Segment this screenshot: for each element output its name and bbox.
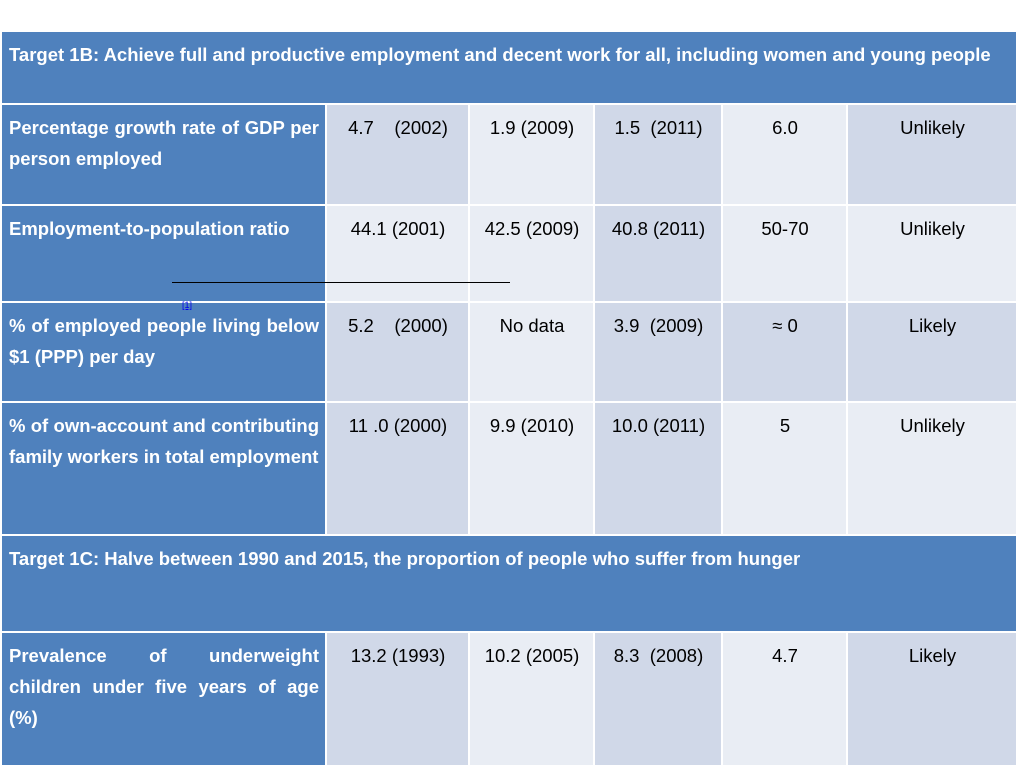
indicator-label: Employment-to-population ratio	[0, 204, 327, 303]
table-row: % of own-account and contributing family…	[0, 401, 1018, 536]
mid-cell: 42.5 (2009)	[468, 204, 595, 303]
status-cell: Unlikely	[846, 103, 1018, 206]
target-value-cell: 6.0	[721, 103, 848, 206]
baseline-cell: 13.2 (1993)	[325, 631, 470, 767]
target-value-cell: 50-70	[721, 204, 848, 303]
mid-cell: 9.9 (2010)	[468, 401, 595, 536]
table-row: Employment-to-population ratio 44.1 (200…	[0, 204, 1018, 303]
mid-cell: 1.9 (2009)	[468, 103, 595, 206]
status-cell: Unlikely	[846, 401, 1018, 536]
mid-cell: 10.2 (2005)	[468, 631, 595, 767]
target-1b-header: Target 1B: Achieve full and productive e…	[0, 30, 1018, 105]
target-value-cell: 5	[721, 401, 848, 536]
target-value-cell: ≈ 0	[721, 301, 848, 403]
target-1c-header-row: Target 1C: Halve between 1990 and 2015, …	[0, 534, 1018, 633]
current-cell: 3.9 (2009)	[593, 301, 723, 403]
table-row: Percentage growth rate of GDP per person…	[0, 103, 1018, 206]
status-cell: Unlikely	[846, 204, 1018, 303]
target-value-cell: 4.7	[721, 631, 848, 767]
baseline-cell: 11 .0 (2000)	[325, 401, 470, 536]
footnote-reference-link[interactable]: [1]	[182, 300, 193, 310]
indicator-label: % of employed people living below $1 (PP…	[0, 301, 327, 403]
indicator-label: % of own-account and contributing family…	[0, 401, 327, 536]
baseline-cell: 44.1 (2001)	[325, 204, 470, 303]
target-1c-header: Target 1C: Halve between 1990 and 2015, …	[0, 534, 1018, 633]
footnote-separator-line	[172, 282, 510, 283]
indicator-label: Prevalence of underweight children under…	[0, 631, 327, 767]
table-row: Prevalence of underweight children under…	[0, 631, 1018, 767]
current-cell: 8.3 (2008)	[593, 631, 723, 767]
current-cell: 1.5 (2011)	[593, 103, 723, 206]
table-row: % of employed people living below $1 (PP…	[0, 301, 1018, 403]
target-1b-header-row: Target 1B: Achieve full and productive e…	[0, 30, 1018, 105]
status-cell: Likely	[846, 631, 1018, 767]
current-cell: 40.8 (2011)	[593, 204, 723, 303]
mdg-indicators-table: Target 1B: Achieve full and productive e…	[0, 30, 1018, 767]
baseline-cell: 4.7 (2002)	[325, 103, 470, 206]
baseline-cell: 5.2 (2000)	[325, 301, 470, 403]
mid-cell: No data	[468, 301, 595, 403]
indicator-label: Percentage growth rate of GDP per person…	[0, 103, 327, 206]
status-cell: Likely	[846, 301, 1018, 403]
current-cell: 10.0 (2011)	[593, 401, 723, 536]
